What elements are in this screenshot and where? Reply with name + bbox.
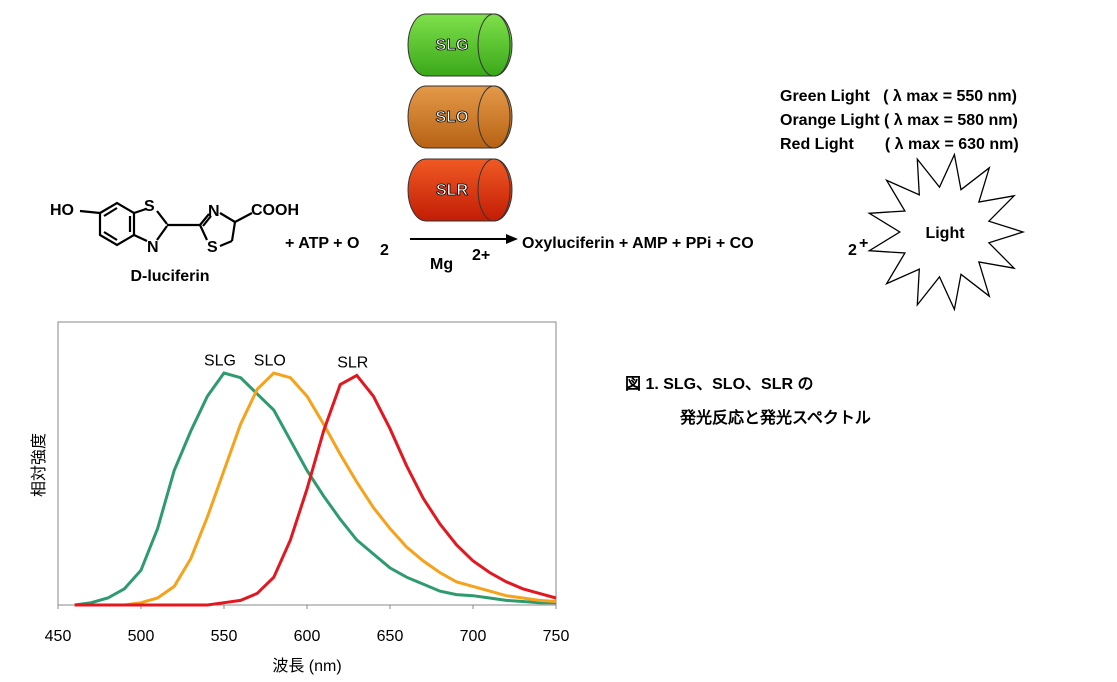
atom: S: [144, 198, 155, 215]
subscript: 2: [380, 242, 389, 259]
series-label: SLO: [254, 352, 286, 369]
reagents: + ATP + O: [285, 235, 359, 252]
emission-line: Orange Light ( λ max = 580 nm): [780, 112, 1018, 129]
superscript: 2+: [472, 247, 490, 264]
light-label: Light: [925, 225, 965, 242]
x-tick-label: 750: [543, 628, 570, 645]
x-tick-label: 700: [460, 628, 487, 645]
enzyme-label: SLR: [436, 182, 468, 199]
reactant-label: D-luciferin: [130, 268, 209, 285]
subscript: 2: [848, 242, 857, 259]
y-axis-title: 相対強度: [30, 433, 48, 497]
structure: [80, 203, 252, 246]
emission-line: Green Light ( λ max = 550 nm): [780, 88, 1017, 105]
series-label: SLR: [337, 355, 368, 372]
enzyme-label: SLG: [436, 37, 469, 54]
atom: S: [207, 239, 218, 256]
products-end: +: [859, 235, 868, 252]
x-axis-title: 波長 (nm): [272, 657, 341, 675]
caption: 図 1. SLG、SLO、SLR の: [625, 375, 813, 393]
emission-line: Red Light ( λ max = 630 nm): [780, 136, 1019, 153]
x-tick-label: 600: [294, 628, 321, 645]
cofactor: Mg: [430, 256, 453, 273]
figure: HO S N N S COOH D-luciferin + ATP + O 2 …: [0, 0, 1117, 682]
x-tick-label: 550: [211, 628, 238, 645]
products: Oxyluciferin + AMP + PPi + CO: [522, 235, 754, 252]
atom: HO: [50, 202, 74, 219]
atom: N: [147, 239, 159, 256]
arrow-head: [506, 234, 518, 244]
x-tick-label: 450: [45, 628, 72, 645]
caption: 発光反応と発光スペクトル: [679, 408, 871, 427]
series-label: SLG: [204, 352, 236, 369]
enzyme-label: SLO: [436, 109, 469, 126]
atom: N: [208, 203, 220, 220]
x-tick-label: 650: [377, 628, 404, 645]
atom: COOH: [251, 202, 299, 219]
x-tick-label: 500: [128, 628, 155, 645]
plot-area: [58, 322, 556, 605]
